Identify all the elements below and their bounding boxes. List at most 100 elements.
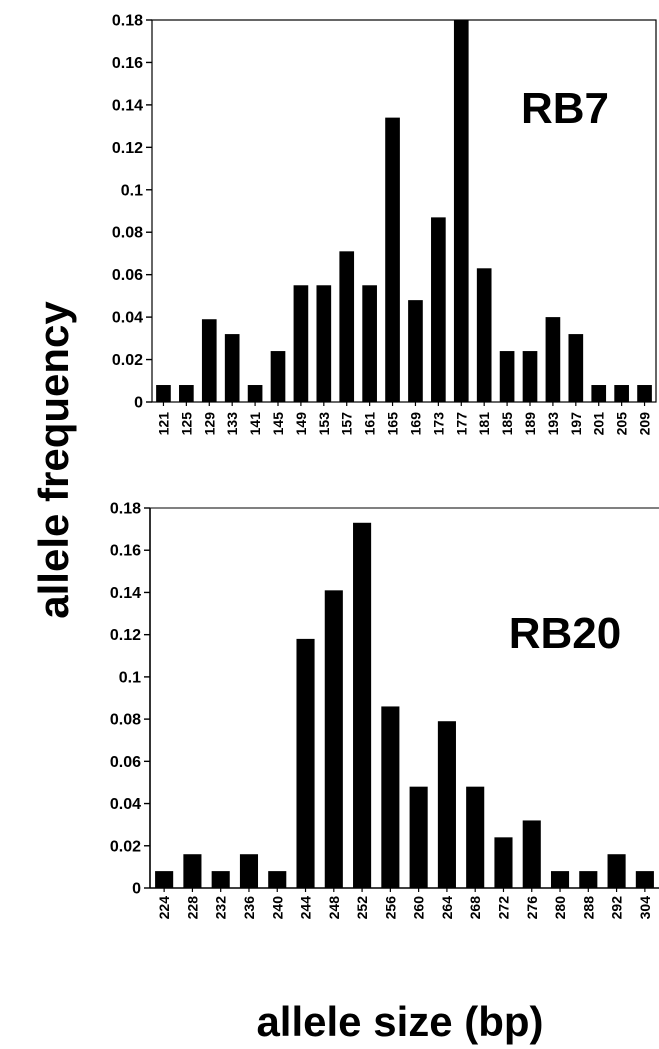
y-tick-label: 0.16 [110, 543, 141, 560]
x-tick-label: 260 [411, 896, 427, 920]
x-tick-label: 304 [637, 896, 653, 920]
x-tick-label: 193 [545, 412, 561, 436]
bar [353, 522, 372, 888]
panel-label: RB7 [521, 84, 609, 133]
y-tick-label: 0.08 [112, 225, 143, 242]
bar [409, 786, 428, 888]
y-tick-label: 0.02 [112, 352, 143, 369]
y-axis-title: allele frequency [30, 301, 77, 619]
x-tick-label: 185 [499, 412, 515, 436]
bar [293, 285, 309, 402]
y-tick-label: 0.08 [110, 712, 141, 729]
chart-panel-rb7: 0 0.02 0.04 0.06 0.08 0.1 0.12 0.14 0.16 0.18 121 1… [112, 13, 657, 436]
bar [339, 251, 355, 402]
x-tick-label: 268 [467, 896, 483, 920]
y-tick-label: 0 [134, 395, 143, 412]
x-tick-label: 129 [201, 412, 217, 436]
y-tick-label: 0.1 [119, 669, 141, 686]
x-tick-label: 248 [326, 896, 342, 920]
bar [568, 334, 584, 402]
bar [155, 871, 174, 888]
x-tick-label: 244 [298, 896, 314, 920]
y-tick-label: 0.04 [110, 796, 141, 813]
x-tick-label: 201 [591, 412, 607, 436]
bar [211, 871, 230, 888]
x-tick-label: 169 [407, 412, 423, 436]
x-tick-label: 240 [269, 896, 285, 920]
y-tick-label: 0.18 [110, 501, 141, 518]
x-tick-label: 236 [241, 896, 257, 920]
x-tick-label: 177 [453, 412, 469, 436]
bar [296, 638, 315, 888]
y-tick-label: 0.02 [110, 838, 141, 855]
y-tick-label: 0.14 [110, 585, 141, 602]
x-tick-label: 256 [382, 896, 398, 920]
bar [324, 590, 343, 888]
x-tick-label: 181 [476, 412, 492, 436]
x-tick-label: 165 [385, 412, 401, 436]
panel-label: RB20 [509, 609, 622, 658]
bar [437, 721, 456, 888]
bar [183, 854, 202, 888]
y-tick-label: 0.06 [110, 754, 141, 771]
bar [156, 385, 171, 402]
bar [635, 871, 654, 888]
x-tick-label: 189 [522, 412, 538, 436]
x-tick-label: 232 [213, 896, 229, 920]
chart-panel-rb20: 0 0.02 0.04 0.06 0.08 0.1 0.12 0.14 0.16 0.18 224 2… [110, 501, 659, 920]
bar [201, 319, 217, 402]
x-tick-label: 141 [247, 412, 263, 436]
plot-frame [151, 19, 657, 403]
bar [522, 351, 538, 402]
x-tick-label: 228 [184, 896, 200, 920]
bar [591, 385, 607, 402]
bar [224, 334, 240, 402]
x-tick-label: 280 [552, 896, 568, 920]
y-tick-label: 0.18 [112, 13, 143, 30]
y-tick-label: 0.1 [121, 182, 143, 199]
x-tick-label: 173 [430, 412, 446, 436]
bar [362, 285, 377, 402]
bar [268, 871, 287, 888]
x-tick-label: 209 [637, 412, 653, 436]
bar [476, 268, 492, 402]
bar [247, 385, 263, 402]
bar [466, 786, 485, 888]
y-tick-label: 0.12 [110, 627, 141, 644]
x-tick-label: 292 [609, 896, 625, 920]
x-tick-label: 224 [156, 896, 172, 920]
bar [522, 820, 541, 888]
y-tick-label: 0.16 [112, 55, 143, 72]
x-tick-label: 264 [439, 896, 455, 920]
bar [316, 285, 332, 402]
bar [614, 385, 629, 402]
x-tick-label: 197 [568, 412, 584, 436]
bar [381, 706, 400, 888]
bar [408, 300, 423, 402]
bar [637, 385, 652, 402]
x-tick-label: 272 [495, 896, 511, 920]
bar [545, 317, 561, 402]
bar [270, 351, 286, 402]
x-tick-label: 153 [316, 412, 332, 436]
y-tick-label: 0.12 [112, 140, 143, 157]
bar [579, 871, 598, 888]
bar [431, 217, 446, 402]
x-axis-title: allele size (bp) [256, 998, 543, 1045]
x-tick-label: 205 [614, 412, 630, 436]
bar [499, 351, 515, 402]
x-tick-label: 149 [293, 412, 309, 436]
y-tick-label: 0.14 [112, 97, 143, 114]
x-tick-label: 252 [354, 896, 370, 920]
x-tick-label: 161 [362, 412, 378, 436]
x-tick-label: 133 [224, 412, 240, 436]
bar [494, 837, 513, 888]
bar [550, 871, 570, 888]
bar [385, 117, 400, 402]
y-tick-label: 0.04 [112, 310, 143, 327]
x-tick-label: 288 [580, 896, 596, 920]
x-tick-label: 125 [178, 412, 194, 436]
bar [607, 854, 626, 888]
x-tick-label: 276 [524, 896, 540, 920]
